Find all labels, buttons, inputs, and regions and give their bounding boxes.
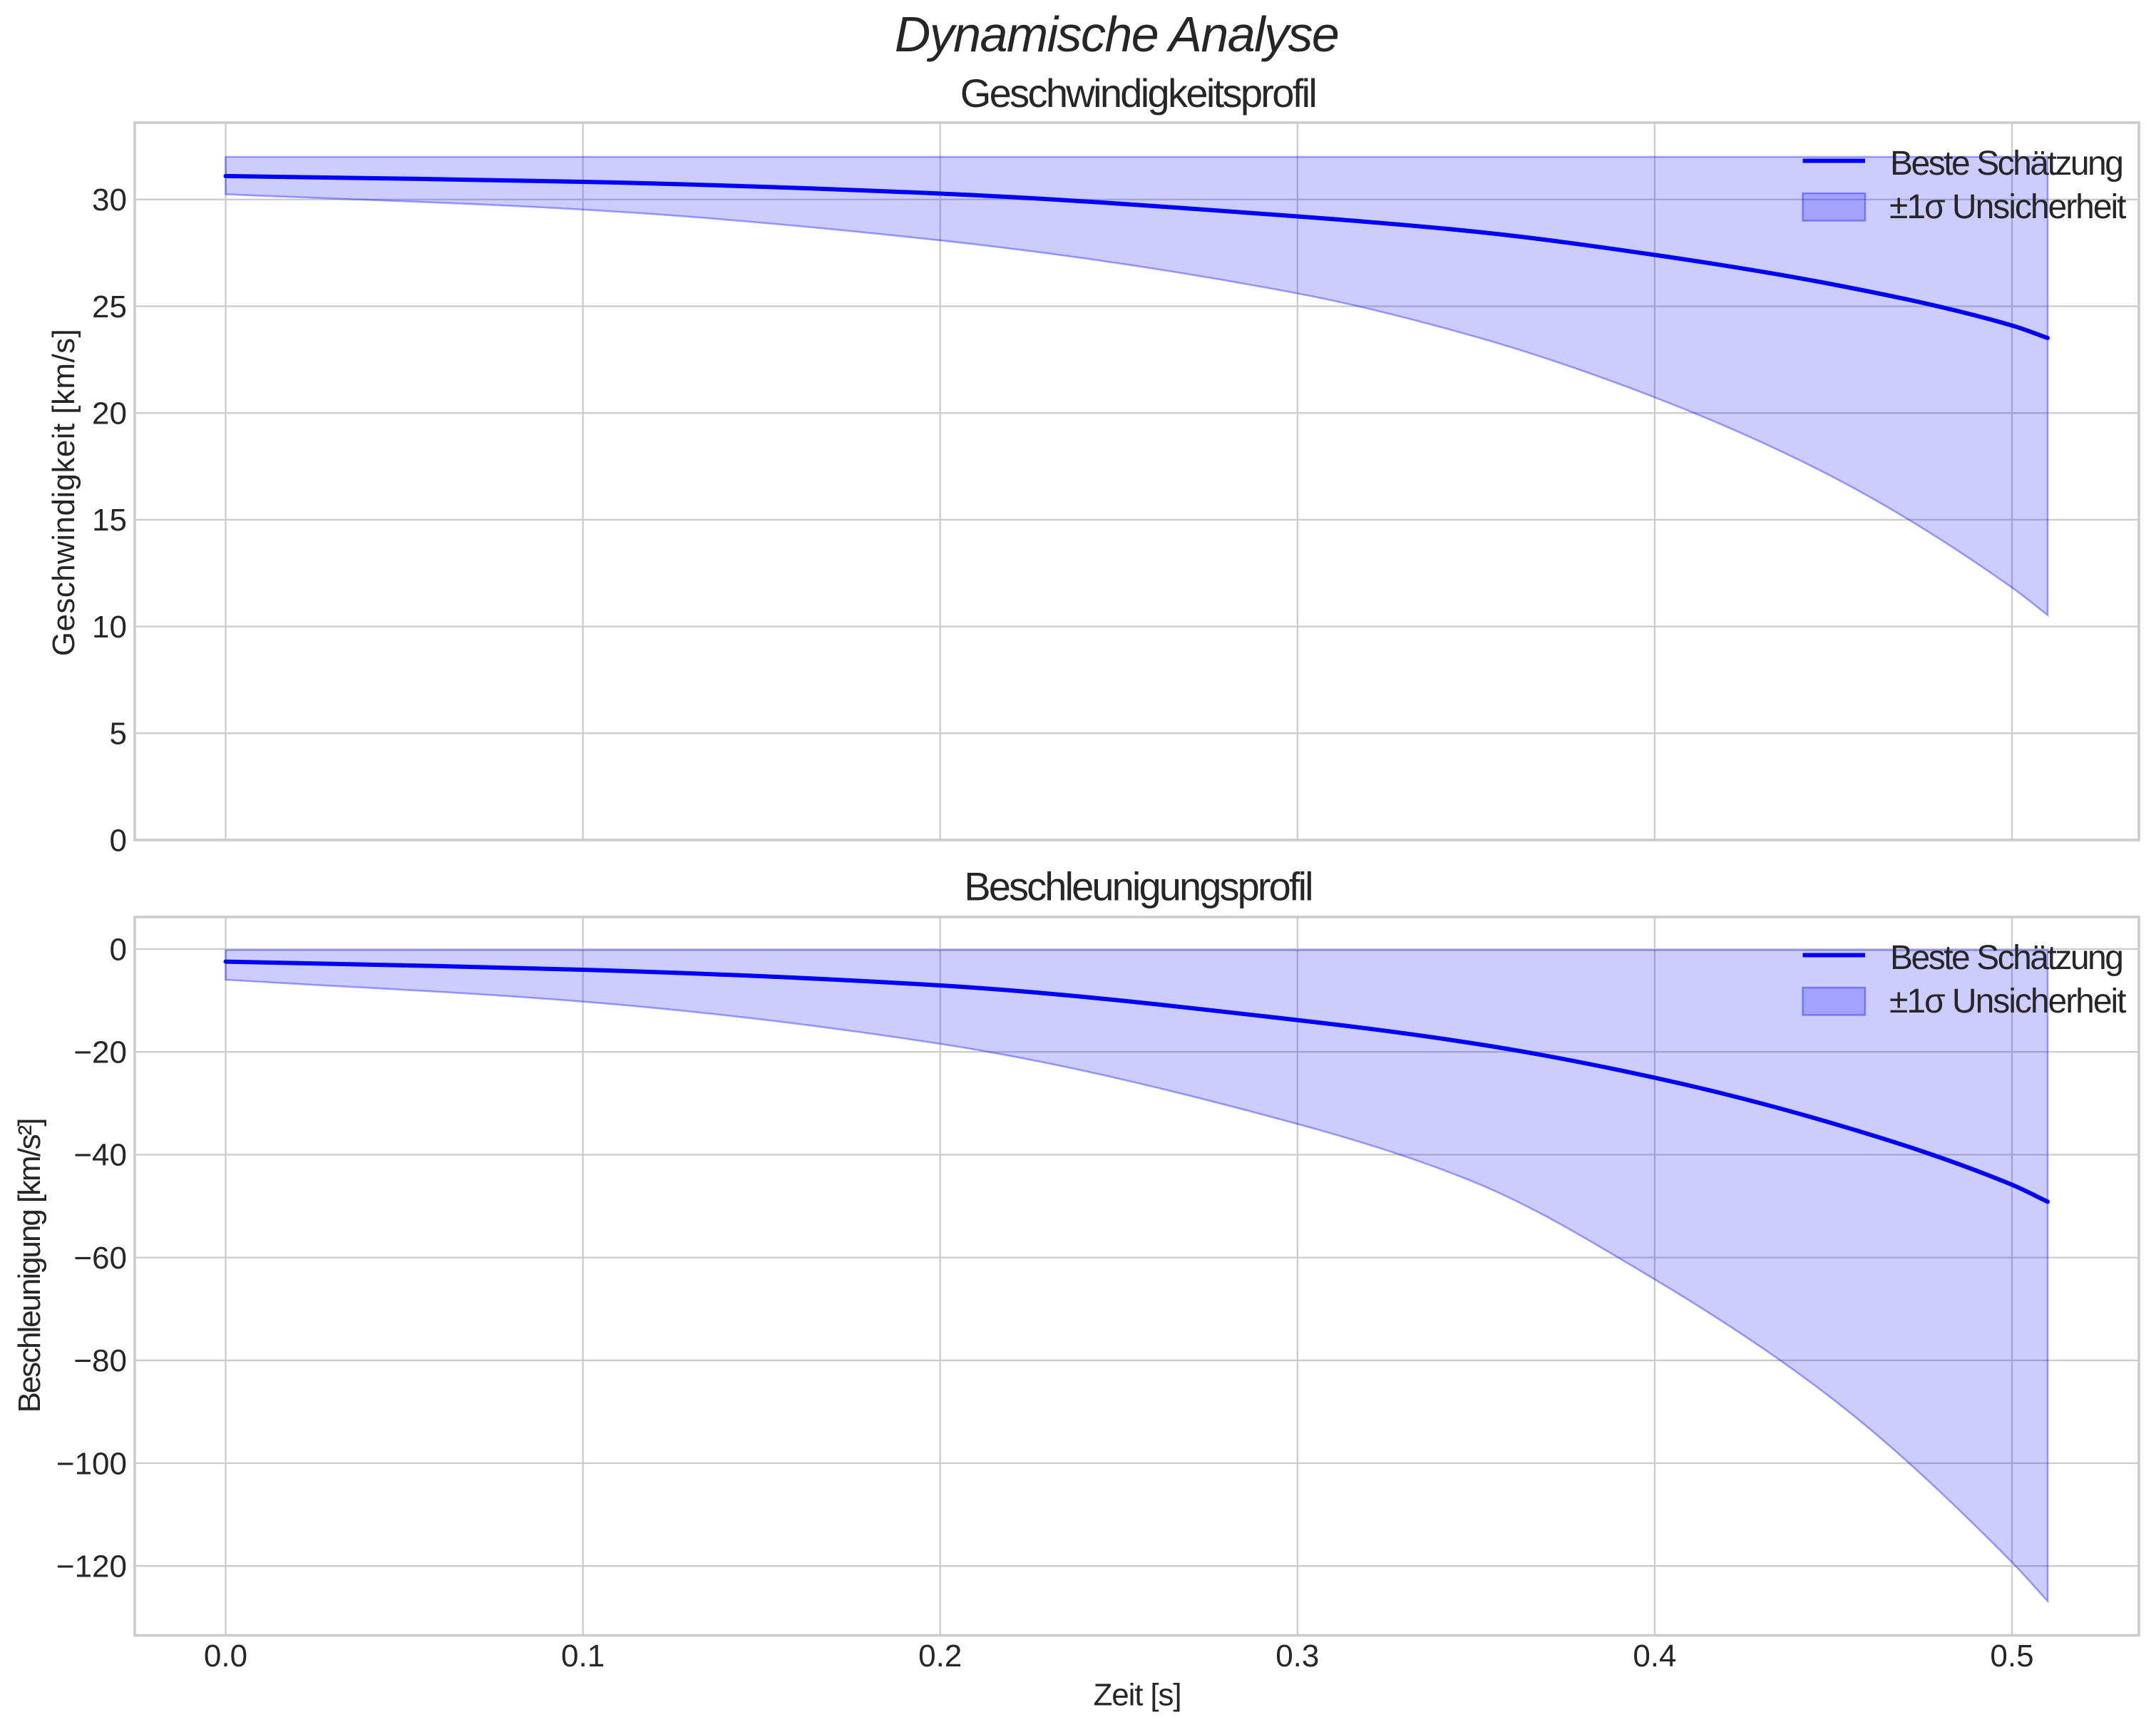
svg-text:Beschleunigungsprofil: Beschleunigungsprofil <box>964 864 1311 909</box>
svg-text:0: 0 <box>110 823 127 858</box>
svg-text:Beschleunigung [km/s²]: Beschleunigung [km/s²] <box>12 1119 47 1413</box>
svg-text:0.1: 0.1 <box>561 1639 605 1674</box>
svg-text:25: 25 <box>92 289 127 324</box>
svg-text:15: 15 <box>92 503 127 538</box>
svg-text:−40: −40 <box>73 1138 127 1173</box>
svg-text:Zeit [s]: Zeit [s] <box>1094 1677 1181 1712</box>
svg-text:Dynamische Analyse: Dynamische Analyse <box>895 6 1338 62</box>
svg-text:−100: −100 <box>56 1446 127 1481</box>
svg-text:Geschwindigkeit [km/s]: Geschwindigkeit [km/s] <box>46 329 81 656</box>
svg-text:−20: −20 <box>73 1035 127 1070</box>
svg-text:0.3: 0.3 <box>1275 1639 1319 1674</box>
svg-text:5: 5 <box>110 717 127 752</box>
svg-text:Geschwindigkeitsprofil: Geschwindigkeitsprofil <box>960 71 1315 116</box>
svg-text:±1σ Unsicherheit: ±1σ Unsicherheit <box>1889 188 2126 226</box>
svg-text:Beste Schätzung: Beste Schätzung <box>1890 939 2122 977</box>
svg-text:Beste Schätzung: Beste Schätzung <box>1890 145 2122 183</box>
svg-text:0.2: 0.2 <box>918 1639 962 1674</box>
svg-text:0.0: 0.0 <box>204 1639 247 1674</box>
svg-text:−60: −60 <box>73 1241 127 1276</box>
svg-text:0.5: 0.5 <box>1990 1639 2033 1674</box>
svg-text:−120: −120 <box>56 1549 127 1584</box>
svg-text:20: 20 <box>92 396 127 431</box>
svg-text:0: 0 <box>110 932 127 967</box>
svg-text:−80: −80 <box>73 1343 127 1378</box>
svg-text:30: 30 <box>92 183 127 217</box>
svg-text:±1σ Unsicherheit: ±1σ Unsicherheit <box>1889 983 2126 1020</box>
svg-text:0.4: 0.4 <box>1633 1639 1676 1674</box>
svg-text:10: 10 <box>92 610 127 645</box>
